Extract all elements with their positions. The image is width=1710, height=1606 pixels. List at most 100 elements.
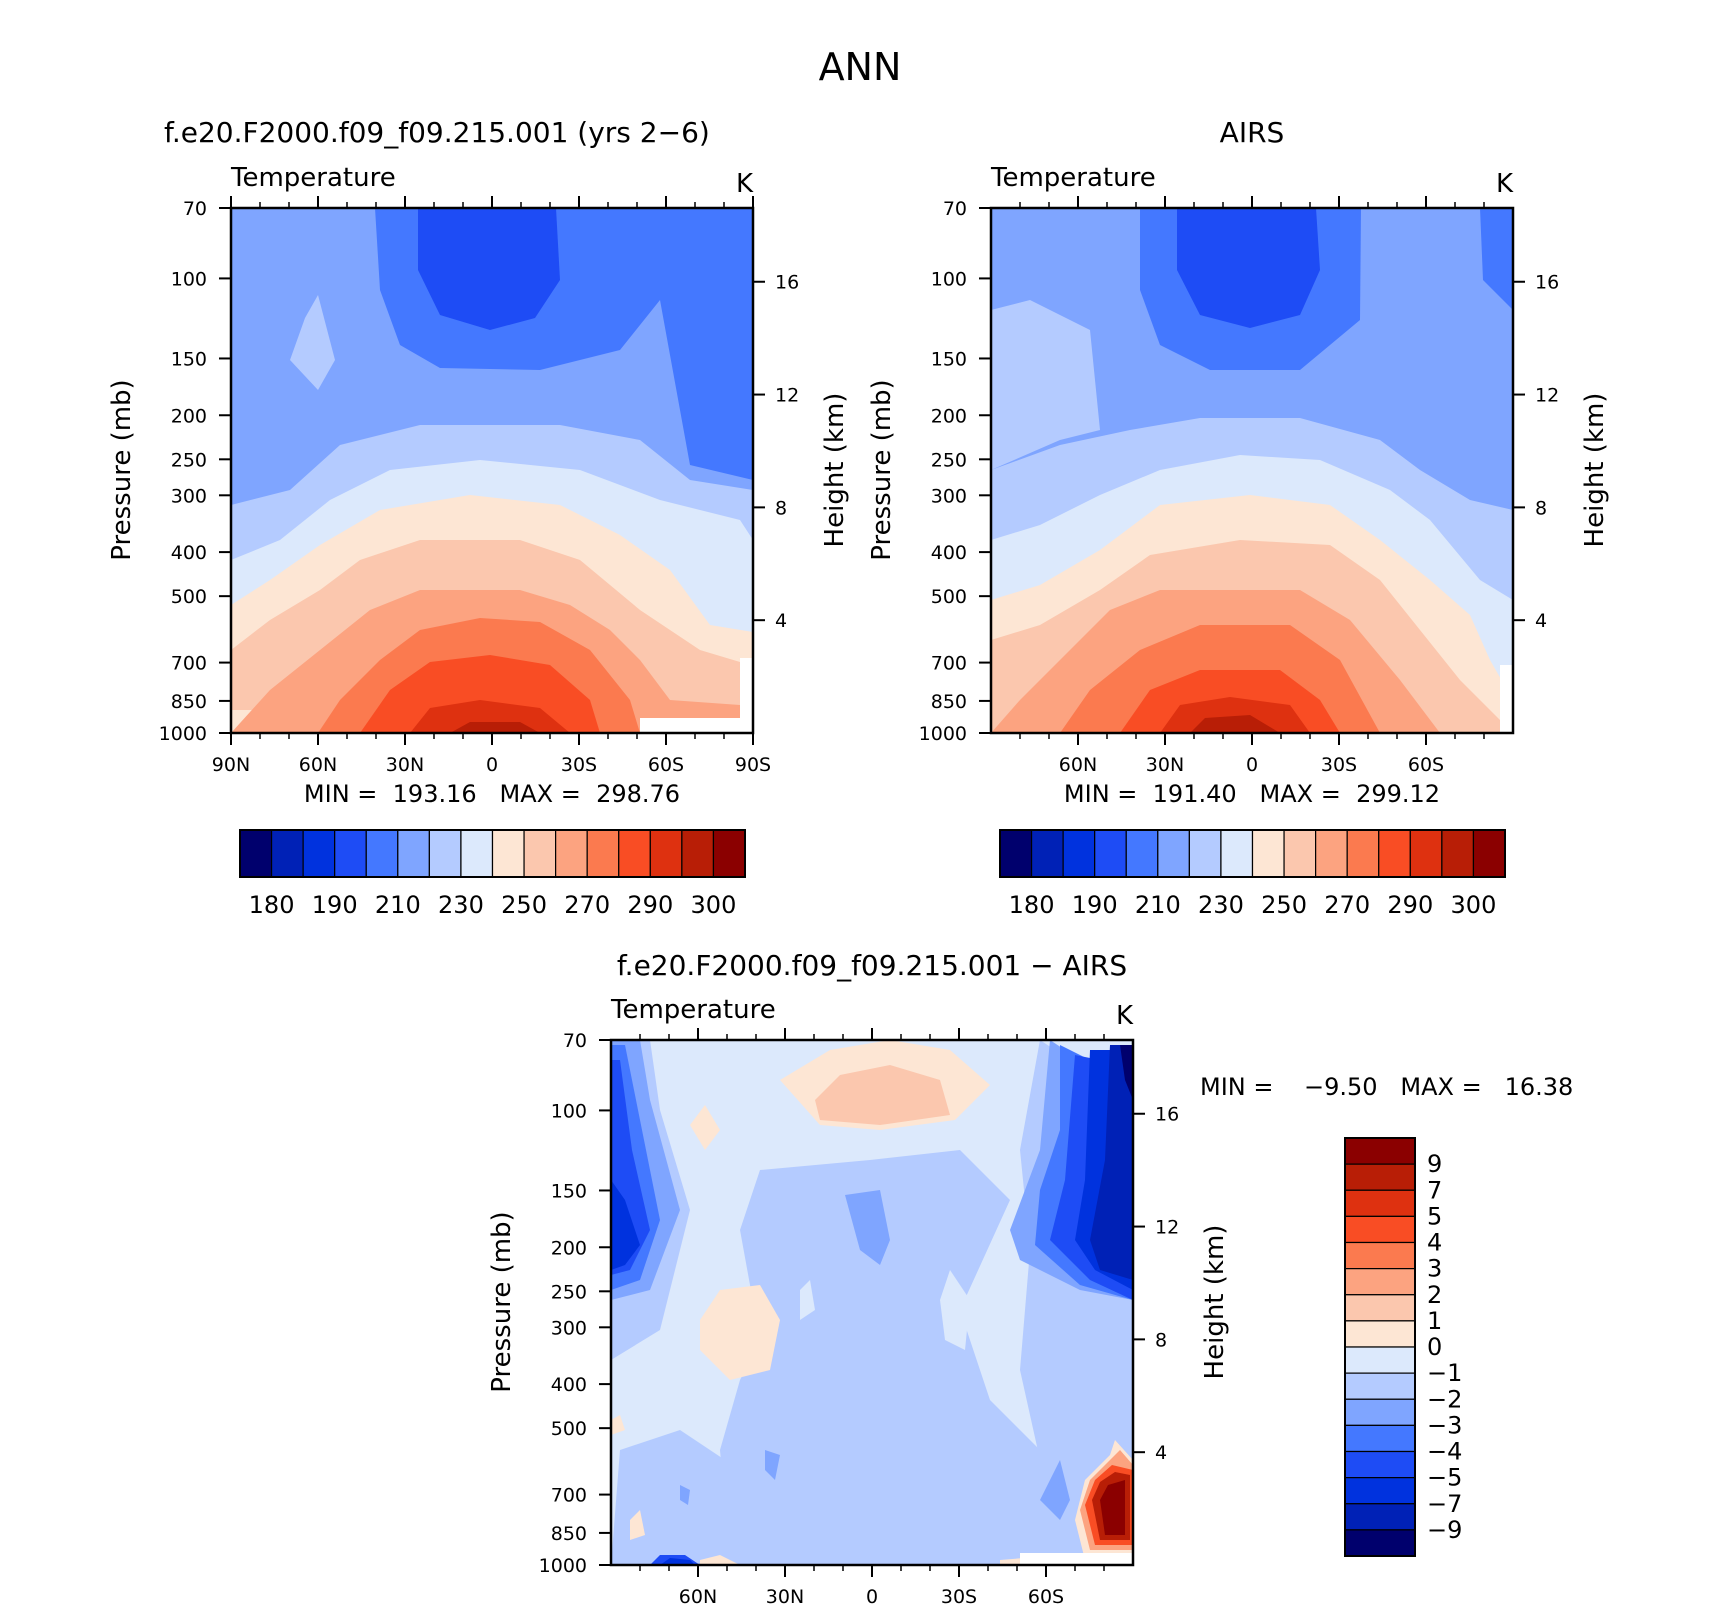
colorbar-label: 5: [1427, 1202, 1442, 1230]
y-tick-label: 70: [563, 1030, 587, 1052]
colorbar-swatch: [1220, 829, 1254, 878]
colorbar-swatch: [491, 829, 525, 878]
colorbar: 180 190 210 230 250 270 290 300: [239, 829, 746, 919]
colorbar-swatch: [334, 829, 367, 878]
y-tick-label: 200: [171, 405, 207, 427]
colorbar-label: 230: [1198, 891, 1244, 919]
y-tick-label: 70: [183, 198, 207, 220]
axes: 60N 30N 0 30S 60S 70 100 150 200 250 300 400 500 700 8…: [539, 1028, 1179, 1606]
colorbar-frame: [239, 829, 746, 878]
colorbar-swatch: [1344, 1346, 1416, 1374]
y-tick-label: 700: [171, 653, 207, 675]
colorbar-swatch: [1157, 829, 1190, 878]
min-max-stats: MIN = −9.50 MAX = 16.38: [1200, 1073, 1573, 1101]
colorbar-swatch: [397, 829, 430, 878]
colorbar-label: 3: [1427, 1255, 1442, 1283]
colorbar-label: 290: [627, 891, 673, 919]
colorbar-label: −5: [1427, 1464, 1462, 1492]
contour-band: [290, 295, 335, 390]
y-tick-label: 1000: [159, 723, 207, 745]
contour-band: [450, 722, 540, 733]
y-tick-label: 700: [931, 653, 967, 675]
colorbar-swatch: [1344, 1424, 1416, 1453]
contour-band: [410, 700, 570, 733]
y2-tick-label: 12: [1535, 385, 1559, 407]
colorbar-swatch: [1283, 829, 1317, 878]
y-tick-label: 250: [551, 1281, 587, 1303]
colorbar-label: 180: [1009, 891, 1055, 919]
y-tick-label: 250: [171, 449, 207, 471]
x-tick-label: 30S: [941, 1586, 977, 1606]
contour-band: [940, 1270, 970, 1350]
y2-axis-label: Height (km): [820, 393, 850, 548]
colorbar-swatch: [1344, 1294, 1416, 1322]
contour-band: [611, 1415, 625, 1435]
x-tick-label: 60N: [1059, 754, 1097, 776]
min-max-stats: MIN = 193.16 MAX = 298.76: [304, 780, 680, 808]
x-tick-label: 60S: [1408, 754, 1444, 776]
contour-band: [1177, 208, 1320, 328]
y-tick-label: 300: [551, 1317, 587, 1339]
min-max-stats: MIN = 191.40 MAX = 299.12: [1064, 780, 1440, 808]
y2-tick-label: 8: [1535, 497, 1547, 519]
contour-band: [815, 1065, 950, 1125]
colorbar-swatch: [1344, 1477, 1416, 1505]
contour-band: [765, 1450, 780, 1480]
units-label: K: [1496, 169, 1514, 199]
colorbar-swatch: [1344, 1268, 1416, 1296]
contour-band: [1120, 1045, 1133, 1100]
variable-label: Temperature: [990, 163, 1156, 193]
colorbar-swatch: [523, 829, 557, 878]
colorbar-label: −9: [1427, 1516, 1462, 1544]
colorbar-swatch: [712, 829, 746, 878]
y2-axis-label: Height (km): [1580, 393, 1610, 548]
units-label: K: [1116, 1001, 1134, 1031]
colorbar-swatch: [618, 829, 651, 878]
y-tick-label: 300: [171, 485, 207, 507]
contour-band: [1090, 1045, 1133, 1280]
panel-model: f.e20.F2000.f09_f09.215.001 (yrs 2−6) Te…: [107, 116, 850, 919]
colorbar-swatch: [1344, 1137, 1416, 1165]
colorbar-swatch: [1315, 829, 1348, 878]
y2-tick-label: 8: [775, 497, 787, 519]
contour-band: [611, 1180, 640, 1270]
y-tick-label: 150: [171, 348, 207, 370]
contour-band: [418, 208, 560, 330]
colorbar-label: 210: [375, 891, 421, 919]
colorbar-swatch: [1344, 1450, 1416, 1479]
y-tick-label: 100: [171, 268, 207, 290]
contour-band: [1480, 208, 1513, 310]
colorbar-swatch: [1344, 1189, 1416, 1217]
contour-field: [991, 208, 1513, 733]
contour-band: [1100, 1480, 1125, 1535]
x-tick-label: 60N: [679, 1586, 717, 1606]
variable-label: Temperature: [610, 995, 776, 1025]
colorbar-label: −1: [1427, 1359, 1462, 1387]
colorbar-label: 300: [691, 891, 737, 919]
colorbar-swatch: [1378, 829, 1411, 878]
colorbar-swatch: [1344, 1241, 1416, 1270]
colorbar-swatch: [1188, 829, 1222, 878]
contour-band: [991, 300, 1100, 470]
colorbar-swatch: [428, 829, 462, 878]
y-axis-label: Pressure (mb): [867, 379, 897, 560]
colorbar-swatch: [1441, 829, 1475, 878]
y-tick-label: 500: [171, 586, 207, 608]
colorbar-label: −2: [1427, 1385, 1462, 1413]
y2-tick-label: 4: [1155, 1442, 1167, 1464]
colorbar-swatch: [1344, 1163, 1416, 1191]
colorbar-swatch: [302, 829, 336, 878]
colorbar-label: 290: [1387, 891, 1433, 919]
colorbar-label: 210: [1135, 891, 1181, 919]
colorbar-swatch: [649, 829, 683, 878]
colorbar-label: 250: [1261, 891, 1307, 919]
colorbar-swatch: [586, 829, 620, 878]
panel-title: AIRS: [1220, 116, 1285, 149]
colorbar-swatch: [1125, 829, 1159, 878]
y-tick-label: 500: [931, 586, 967, 608]
contour-band: [1190, 715, 1280, 733]
colorbar-label: 270: [1324, 891, 1370, 919]
x-tick-label: 30S: [561, 754, 597, 776]
variable-label: Temperature: [230, 163, 396, 193]
x-tick-label: 60S: [648, 754, 684, 776]
